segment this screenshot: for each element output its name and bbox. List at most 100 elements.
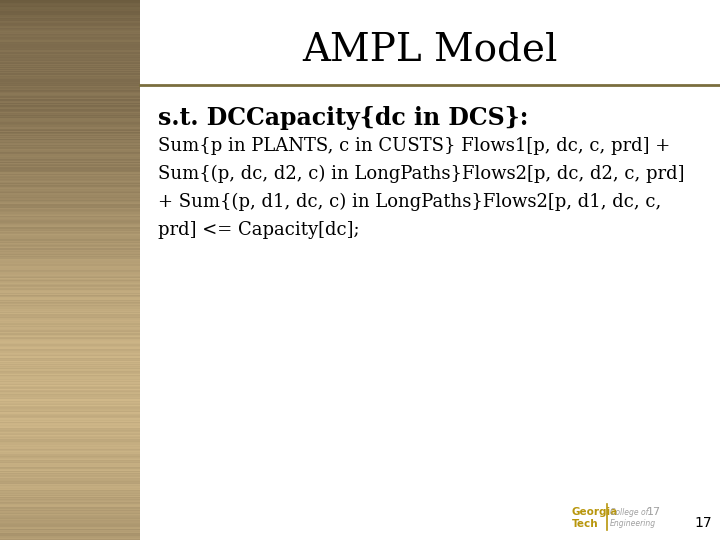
Bar (0, 491, 140, 493)
Bar (0, 79, 140, 81)
Bar (0, 537, 140, 538)
Bar (0, 420, 140, 421)
Bar (0, 3, 140, 5)
Bar (0, 504, 140, 506)
Bar (0, 374, 140, 375)
Bar (0, 474, 140, 475)
Bar (0, 132, 140, 133)
Bar (0, 303, 140, 305)
Bar (0, 503, 140, 505)
Bar (0, 21, 140, 22)
Bar (0, 32, 140, 34)
Bar (0, 352, 140, 353)
Bar (0, 179, 140, 181)
Bar (0, 508, 140, 509)
Bar (0, 476, 140, 477)
Bar (0, 467, 140, 468)
Bar (0, 376, 140, 378)
Bar (0, 168, 140, 170)
Bar (0, 111, 140, 113)
Bar (0, 280, 140, 282)
Bar (0, 120, 140, 122)
Bar (0, 328, 140, 330)
Bar (0, 109, 140, 110)
Bar (0, 512, 140, 514)
Bar (0, 210, 140, 211)
Bar (0, 51, 140, 53)
Bar (0, 471, 140, 473)
Bar (0, 366, 140, 367)
Bar (0, 68, 140, 69)
Bar (0, 532, 140, 534)
Bar (0, 259, 140, 260)
Bar (0, 537, 140, 539)
Bar (0, 472, 140, 474)
Text: + Sum{(p, d1, dc, c) in LongPaths}Flows2[p, d1, dc, c,: + Sum{(p, d1, dc, c) in LongPaths}Flows2… (158, 193, 662, 211)
Bar (0, 29, 140, 30)
Bar (0, 476, 140, 478)
Bar (0, 462, 140, 463)
Bar (0, 426, 140, 427)
Bar (0, 295, 140, 297)
Bar (0, 1, 140, 2)
Bar (0, 147, 140, 149)
Bar (0, 64, 140, 65)
Bar (0, 531, 140, 533)
Bar (0, 387, 140, 388)
Bar (0, 180, 140, 182)
Bar (0, 5, 140, 7)
Bar (0, 346, 140, 347)
Bar (0, 501, 140, 502)
Bar (0, 321, 140, 322)
Bar (0, 449, 140, 451)
Bar (0, 96, 140, 97)
Bar (0, 53, 140, 55)
Bar (0, 273, 140, 274)
Bar (0, 375, 140, 377)
Bar (0, 252, 140, 253)
Bar (0, 434, 140, 435)
Bar (0, 268, 140, 270)
Bar (0, 19, 140, 21)
Bar (0, 118, 140, 120)
Bar (0, 360, 140, 361)
Bar (0, 422, 140, 424)
Bar (0, 69, 140, 70)
Bar (0, 246, 140, 248)
Bar (0, 415, 140, 416)
Bar (0, 279, 140, 280)
Bar (0, 342, 140, 344)
Bar (0, 272, 140, 273)
Bar (0, 148, 140, 150)
Bar (0, 294, 140, 295)
Bar (0, 429, 140, 430)
Bar (0, 451, 140, 453)
Bar (0, 94, 140, 96)
Bar (0, 536, 140, 537)
Bar (0, 151, 140, 152)
Bar (0, 204, 140, 205)
Bar (0, 59, 140, 61)
Bar (0, 50, 140, 51)
Bar (0, 269, 140, 271)
Bar (0, 291, 140, 292)
Bar (0, 127, 140, 129)
Bar (0, 104, 140, 105)
Bar (0, 502, 140, 503)
Bar (0, 441, 140, 442)
Bar (0, 530, 140, 532)
Bar (0, 382, 140, 384)
Bar (0, 5, 140, 7)
Bar (0, 18, 140, 20)
Bar (0, 24, 140, 25)
Bar (0, 98, 140, 100)
Bar (0, 201, 140, 203)
Bar (0, 28, 140, 29)
Bar (0, 65, 140, 67)
Bar (0, 125, 140, 126)
Bar (0, 457, 140, 459)
Bar (0, 447, 140, 448)
Bar (0, 448, 140, 449)
Bar (0, 399, 140, 400)
Bar (0, 234, 140, 236)
